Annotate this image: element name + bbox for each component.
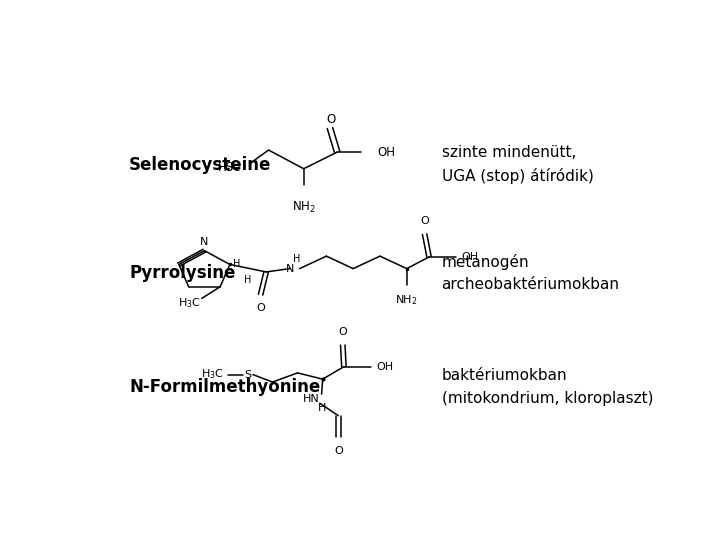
Text: H$_3$C: H$_3$C bbox=[178, 296, 201, 310]
Text: H: H bbox=[318, 403, 325, 413]
Text: NH$_2$: NH$_2$ bbox=[395, 294, 418, 307]
Text: H$_3$C: H$_3$C bbox=[202, 368, 224, 381]
Text: metanogén
archeobaktériumokban: metanogén archeobaktériumokban bbox=[441, 254, 619, 292]
Text: O: O bbox=[334, 446, 343, 456]
Text: H: H bbox=[293, 254, 300, 264]
Text: N-Formilmethyonine: N-Formilmethyonine bbox=[129, 378, 320, 396]
Text: H: H bbox=[233, 259, 240, 268]
Text: N: N bbox=[200, 237, 209, 247]
Text: O: O bbox=[420, 216, 429, 226]
Text: NH$_2$: NH$_2$ bbox=[292, 200, 315, 215]
Text: O: O bbox=[326, 113, 336, 126]
Text: szinte mindenütt,
UGA (stop) átíródik): szinte mindenütt, UGA (stop) átíródik) bbox=[441, 145, 593, 184]
Text: O: O bbox=[256, 303, 265, 313]
Text: OH: OH bbox=[462, 252, 479, 262]
Text: H: H bbox=[244, 275, 252, 285]
Text: Pyrrolysine: Pyrrolysine bbox=[129, 264, 235, 282]
Text: HN: HN bbox=[303, 394, 320, 404]
Text: OH: OH bbox=[377, 146, 395, 159]
Text: HSe: HSe bbox=[218, 161, 241, 174]
Text: S: S bbox=[244, 369, 251, 380]
Text: baktériumokban
(mitokondrium, kloroplaszt): baktériumokban (mitokondrium, kloroplasz… bbox=[441, 368, 653, 406]
Text: N: N bbox=[286, 264, 294, 274]
Text: Selenocysteine: Selenocysteine bbox=[129, 156, 271, 173]
Text: O: O bbox=[338, 327, 347, 337]
Text: OH: OH bbox=[377, 362, 393, 372]
